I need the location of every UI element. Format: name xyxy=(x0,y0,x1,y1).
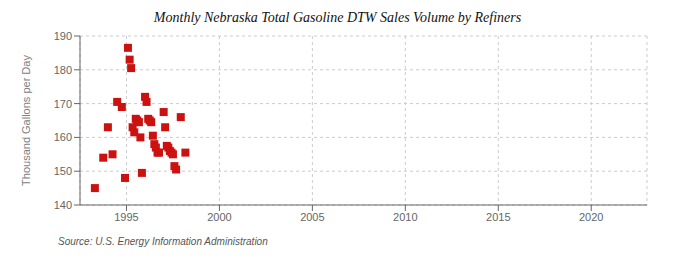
svg-text:2020: 2020 xyxy=(579,211,603,223)
html-text:Monthly Nebraska Total Gasolin: Monthly Nebraska Total Gasoline DTW Sale… xyxy=(153,10,522,25)
svg-text:2000: 2000 xyxy=(207,211,231,223)
svg-text:2005: 2005 xyxy=(300,211,324,223)
svg-text:1995: 1995 xyxy=(114,211,138,223)
svg-text:180: 180 xyxy=(54,64,72,76)
svg-text:Thousand Gallons per Day: Thousand Gallons per Day xyxy=(20,55,32,186)
svg-text:150: 150 xyxy=(54,165,72,177)
svg-text:2010: 2010 xyxy=(393,211,417,223)
html-text:Source: U.S. Energy Informatio: Source: U.S. Energy Information Administ… xyxy=(58,236,268,247)
svg-text:140: 140 xyxy=(54,199,72,211)
svg-text:170: 170 xyxy=(54,98,72,110)
svg-text:190: 190 xyxy=(54,30,72,42)
svg-text:160: 160 xyxy=(54,131,72,143)
svg-text:2015: 2015 xyxy=(486,211,510,223)
